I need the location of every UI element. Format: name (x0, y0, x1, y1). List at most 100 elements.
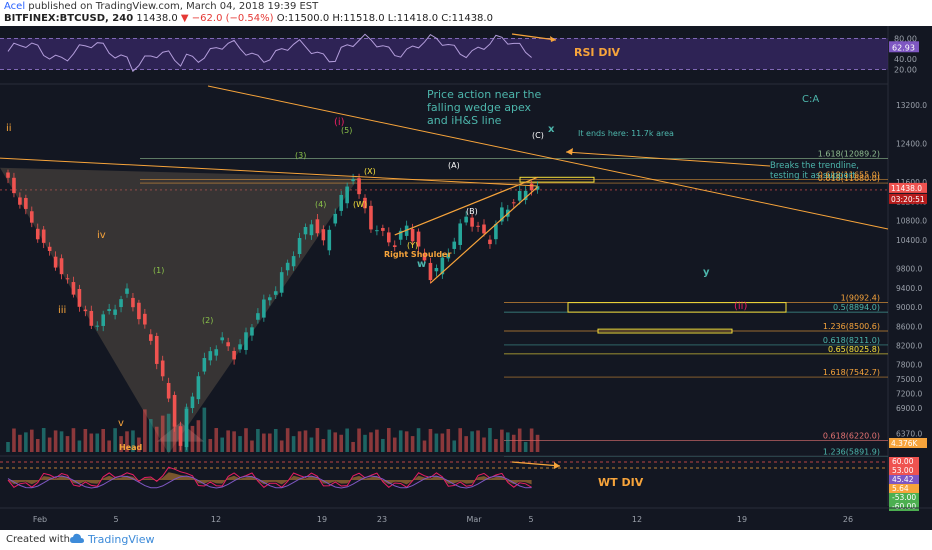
time-tick-label: 5 (528, 515, 533, 524)
volume-bar (101, 428, 105, 452)
volume-bar (71, 428, 76, 452)
price-tick-label: 13200.0 (896, 101, 927, 110)
price-tick-label: 8600.0 (896, 322, 922, 331)
target-box-mid (597, 328, 733, 334)
candle-body (410, 228, 415, 242)
candle-body (392, 245, 397, 247)
candle-body (71, 282, 76, 295)
candle-body (143, 313, 147, 325)
candle-body (428, 262, 433, 281)
volume-label: 4.376K (891, 439, 918, 448)
time-tick-label: 19 (737, 515, 747, 524)
rsi-tick-label: 20.00 (894, 66, 917, 75)
candle-body (291, 256, 296, 267)
volume-bar (24, 432, 28, 452)
volume-bar (184, 406, 189, 452)
candle-body (47, 246, 52, 251)
candle-body (202, 358, 207, 372)
wt-tick-label: 45.42 (892, 475, 914, 484)
volume-bar (327, 429, 332, 452)
head-label: Head (119, 443, 143, 452)
fib-level-label: 0.618(6220.0) (823, 432, 880, 441)
rsi-tick-label: 40.00 (894, 55, 917, 64)
price-tick-label: 9000.0 (896, 303, 922, 312)
volume-bar (529, 428, 534, 452)
volume-bar (125, 431, 129, 452)
wave-2-label: (2) (202, 316, 213, 325)
candle-body (416, 231, 421, 247)
volume-bar (333, 432, 338, 452)
candle-body (458, 223, 462, 245)
trendline-falling (207, 85, 889, 230)
time-tick-label: 23 (377, 515, 387, 524)
wave-x-label: x (548, 124, 555, 135)
rsi-line (7, 33, 532, 73)
candle-body (53, 256, 58, 268)
candle-body (494, 224, 498, 240)
volume-bar (535, 434, 540, 452)
wave-ca-label: C:A (802, 94, 819, 105)
volume-bar (297, 431, 302, 452)
candle-body (357, 178, 361, 195)
candle-body (214, 349, 219, 356)
volume-bar (35, 438, 40, 452)
volume-bar (47, 437, 52, 452)
countdown-label: 03:20:51 (891, 195, 925, 204)
volume-bar (464, 436, 468, 452)
volume-bar (12, 428, 16, 452)
candle-body (387, 232, 391, 243)
candle-body (6, 172, 10, 178)
fib-level-label: 0.618(11655.0) (818, 170, 880, 179)
volume-bar (172, 422, 177, 452)
rsi-value-badge (889, 41, 919, 53)
candle-body (137, 302, 141, 320)
candle-body (303, 226, 308, 235)
candle-body (101, 314, 105, 326)
wave-3-label: (3) (295, 151, 306, 160)
tradingview-brand[interactable]: TradingView (88, 533, 155, 546)
time-tick-label: 12 (211, 515, 221, 524)
rsi-div-arrow (511, 33, 557, 41)
wave-wp-label: (W) (353, 200, 367, 209)
price-tick-label: 7800.0 (896, 361, 922, 370)
candle-body (309, 224, 314, 236)
candle-body (279, 272, 284, 293)
wt-tick-badge (889, 502, 919, 511)
candle-body (24, 197, 28, 209)
volume-bar (381, 438, 385, 452)
publish-info: Acel published on TradingView.com, March… (4, 1, 318, 12)
wedge-shade (0, 167, 360, 454)
symbol-label[interactable]: BITFINEX:BTCUSD, 240 (4, 13, 134, 24)
author-link[interactable]: Acel (4, 1, 26, 12)
volume-bar (387, 428, 391, 452)
ends-here-label: It ends here: 11.7k area (578, 129, 674, 138)
price-change: ▼ −62.0 (−0.54%) (180, 13, 274, 24)
volume-bar (256, 428, 260, 452)
candle-body (333, 213, 338, 224)
chart-canvas[interactable]: 80.00 60.00 40.00 20.00 62.93 RSI DIV 13200.0 1… (0, 26, 932, 530)
candle-body (529, 183, 534, 191)
volume-bar (190, 425, 195, 452)
volume-bar (268, 433, 272, 452)
volume-bar (131, 430, 135, 452)
volume-bar (470, 431, 474, 452)
volume-bar (357, 428, 361, 452)
trendline-wedge (0, 157, 538, 187)
candle-body (18, 197, 22, 205)
volume-bar (220, 437, 224, 452)
volume-bar (506, 432, 510, 452)
candle-body (77, 289, 82, 307)
candle-body (345, 186, 349, 204)
volume-bar (226, 430, 230, 452)
volume-bar (428, 428, 433, 452)
volume-bar (65, 436, 70, 452)
volume-bar (458, 428, 462, 452)
volume-bar (416, 428, 421, 452)
roman-iv-label: iv (97, 230, 106, 241)
current-price-label: 11438.0 (891, 184, 922, 193)
wt-div-arrow (511, 461, 561, 467)
volume-bar (369, 432, 373, 452)
wave-a-label: (A) (448, 161, 460, 170)
volume-bar (375, 429, 379, 452)
candle-body (500, 207, 504, 222)
